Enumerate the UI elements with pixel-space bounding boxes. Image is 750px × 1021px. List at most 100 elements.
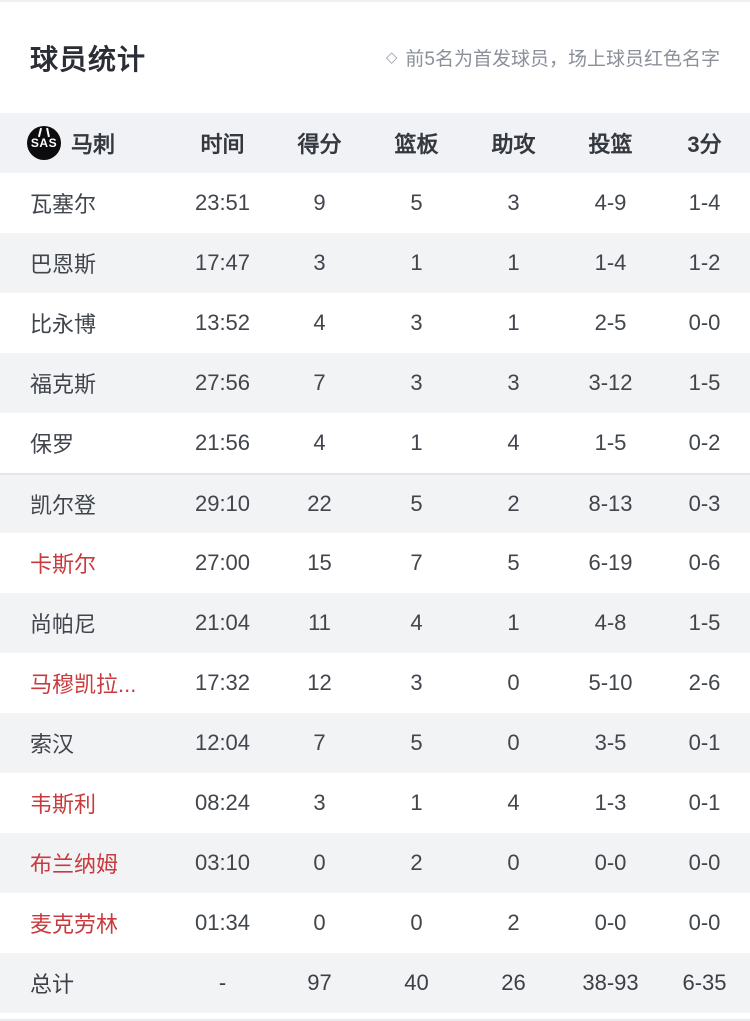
player-fg: 3-5 (594, 730, 627, 755)
player-name[interactable]: 比永博 (30, 312, 97, 337)
player-3pt: 2-6 (688, 670, 721, 695)
player-rebounds: 5 (410, 730, 423, 755)
player-fg: 4-9 (594, 190, 627, 215)
player-points: 9 (313, 190, 326, 215)
player-fg: 1-4 (594, 250, 627, 275)
player-assists: 0 (507, 730, 520, 755)
table-row[interactable]: 凯尔登 29:10 22 5 2 8-13 0-3 (0, 473, 750, 533)
table-row[interactable]: 保罗 21:56 4 1 4 1-5 0-2 (0, 413, 750, 473)
player-assists: 1 (507, 610, 520, 635)
table-row[interactable]: 巴恩斯 17:47 3 1 1 1-4 1-2 (0, 233, 750, 293)
diamond-icon: ◇ (385, 49, 398, 66)
table-row[interactable]: 麦克劳林 01:34 0 0 2 0-0 0-0 (0, 893, 750, 953)
player-3pt: 1-5 (688, 610, 721, 635)
player-time: 27:00 (194, 550, 251, 575)
player-3pt: 1-4 (688, 190, 721, 215)
player-assists: 2 (507, 910, 520, 935)
player-time: 13:52 (194, 310, 251, 335)
column-header-rebounds: 篮板 (394, 132, 439, 157)
player-points: 3 (313, 250, 326, 275)
total-3pt: 6-35 (682, 970, 727, 995)
player-assists: 3 (507, 190, 520, 215)
player-3pt: 1-2 (688, 250, 721, 275)
player-assists: 2 (507, 491, 520, 516)
player-rebounds: 3 (410, 370, 423, 395)
player-points: 3 (313, 790, 326, 815)
player-rebounds: 2 (410, 850, 423, 875)
player-points: 0 (313, 910, 326, 935)
player-3pt: 0-1 (688, 790, 721, 815)
team-name: 马刺 (71, 132, 116, 157)
player-time: 12:04 (194, 730, 251, 755)
player-fg: 2-5 (594, 310, 627, 335)
player-rebounds: 1 (410, 790, 423, 815)
total-fg: 38-93 (582, 970, 639, 995)
player-points: 7 (313, 730, 326, 755)
player-time: 08:24 (194, 790, 251, 815)
player-time: 03:10 (194, 850, 251, 875)
player-name[interactable]: 韦斯利 (30, 792, 97, 817)
table-row[interactable]: 尚帕尼 21:04 11 4 1 4-8 1-5 (0, 593, 750, 653)
table-row[interactable]: 瓦塞尔 23:51 9 5 3 4-9 1-4 (0, 173, 750, 233)
table-row[interactable]: 布兰纳姆 03:10 0 2 0 0-0 0-0 (0, 833, 750, 893)
player-points: 15 (307, 550, 332, 575)
player-assists: 1 (507, 250, 520, 275)
table-row[interactable]: 卡斯尔 27:00 15 7 5 6-19 0-6 (0, 533, 750, 593)
player-name[interactable]: 福克斯 (30, 372, 97, 397)
player-rebounds: 4 (410, 610, 423, 635)
column-header-3pt: 3分 (687, 132, 722, 157)
player-name[interactable]: 瓦塞尔 (30, 192, 97, 217)
player-points: 11 (308, 610, 331, 635)
player-name[interactable]: 巴恩斯 (30, 252, 97, 277)
player-3pt: 1-5 (688, 370, 721, 395)
player-points: 4 (313, 430, 326, 455)
player-points: 4 (313, 310, 326, 335)
player-time: 27:56 (194, 370, 251, 395)
player-rebounds: 0 (410, 910, 423, 935)
table-row[interactable]: 比永博 13:52 4 3 1 2-5 0-0 (0, 293, 750, 353)
player-assists: 3 (507, 370, 520, 395)
player-time: 17:47 (194, 250, 251, 275)
player-rebounds: 1 (410, 430, 423, 455)
player-time: 17:32 (194, 670, 251, 695)
spurs-team-logo-icon: SAS (27, 126, 61, 160)
player-3pt: 0-0 (688, 850, 721, 875)
player-name[interactable]: 保罗 (30, 432, 75, 457)
player-name[interactable]: 卡斯尔 (30, 552, 97, 577)
player-rebounds: 5 (410, 491, 423, 516)
player-assists: 0 (507, 670, 520, 695)
team-header-cell[interactable]: SAS 马刺 (0, 126, 174, 160)
player-time: 29:10 (194, 491, 251, 516)
player-fg: 8-13 (588, 491, 633, 516)
table-row[interactable]: 索汉 12:04 7 5 0 3-5 0-1 (0, 713, 750, 773)
player-rebounds: 3 (410, 310, 423, 335)
player-time: 23:51 (194, 190, 251, 215)
player-3pt: 0-1 (688, 730, 721, 755)
column-header-fg: 投篮 (588, 132, 633, 157)
player-name[interactable]: 马穆凯拉... (30, 672, 137, 697)
player-time: 01:34 (194, 910, 251, 935)
player-points: 7 (313, 370, 326, 395)
player-fg: 6-19 (588, 550, 633, 575)
total-rebounds: 40 (404, 970, 429, 995)
player-fg: 0-0 (594, 910, 627, 935)
player-name[interactable]: 布兰纳姆 (30, 852, 119, 877)
column-header-assists: 助攻 (491, 132, 536, 157)
player-name[interactable]: 索汉 (30, 732, 75, 757)
player-rebounds: 7 (410, 550, 423, 575)
player-time: 21:56 (194, 430, 251, 455)
player-points: 12 (307, 670, 332, 695)
player-fg: 1-3 (594, 790, 627, 815)
player-fg: 1-5 (594, 430, 627, 455)
table-row[interactable]: 福克斯 27:56 7 3 3 3-12 1-5 (0, 353, 750, 413)
player-points: 22 (307, 491, 332, 516)
table-row[interactable]: 韦斯利 08:24 3 1 4 1-3 0-1 (0, 773, 750, 833)
player-3pt: 0-6 (688, 550, 721, 575)
page-title: 球员统计 (30, 43, 147, 75)
player-fg: 5-10 (588, 670, 633, 695)
player-name[interactable]: 凯尔登 (30, 493, 97, 518)
table-row[interactable]: 马穆凯拉... 17:32 12 3 0 5-10 2-6 (0, 653, 750, 713)
player-name[interactable]: 尚帕尼 (30, 612, 97, 637)
player-name[interactable]: 麦克劳林 (30, 912, 119, 937)
